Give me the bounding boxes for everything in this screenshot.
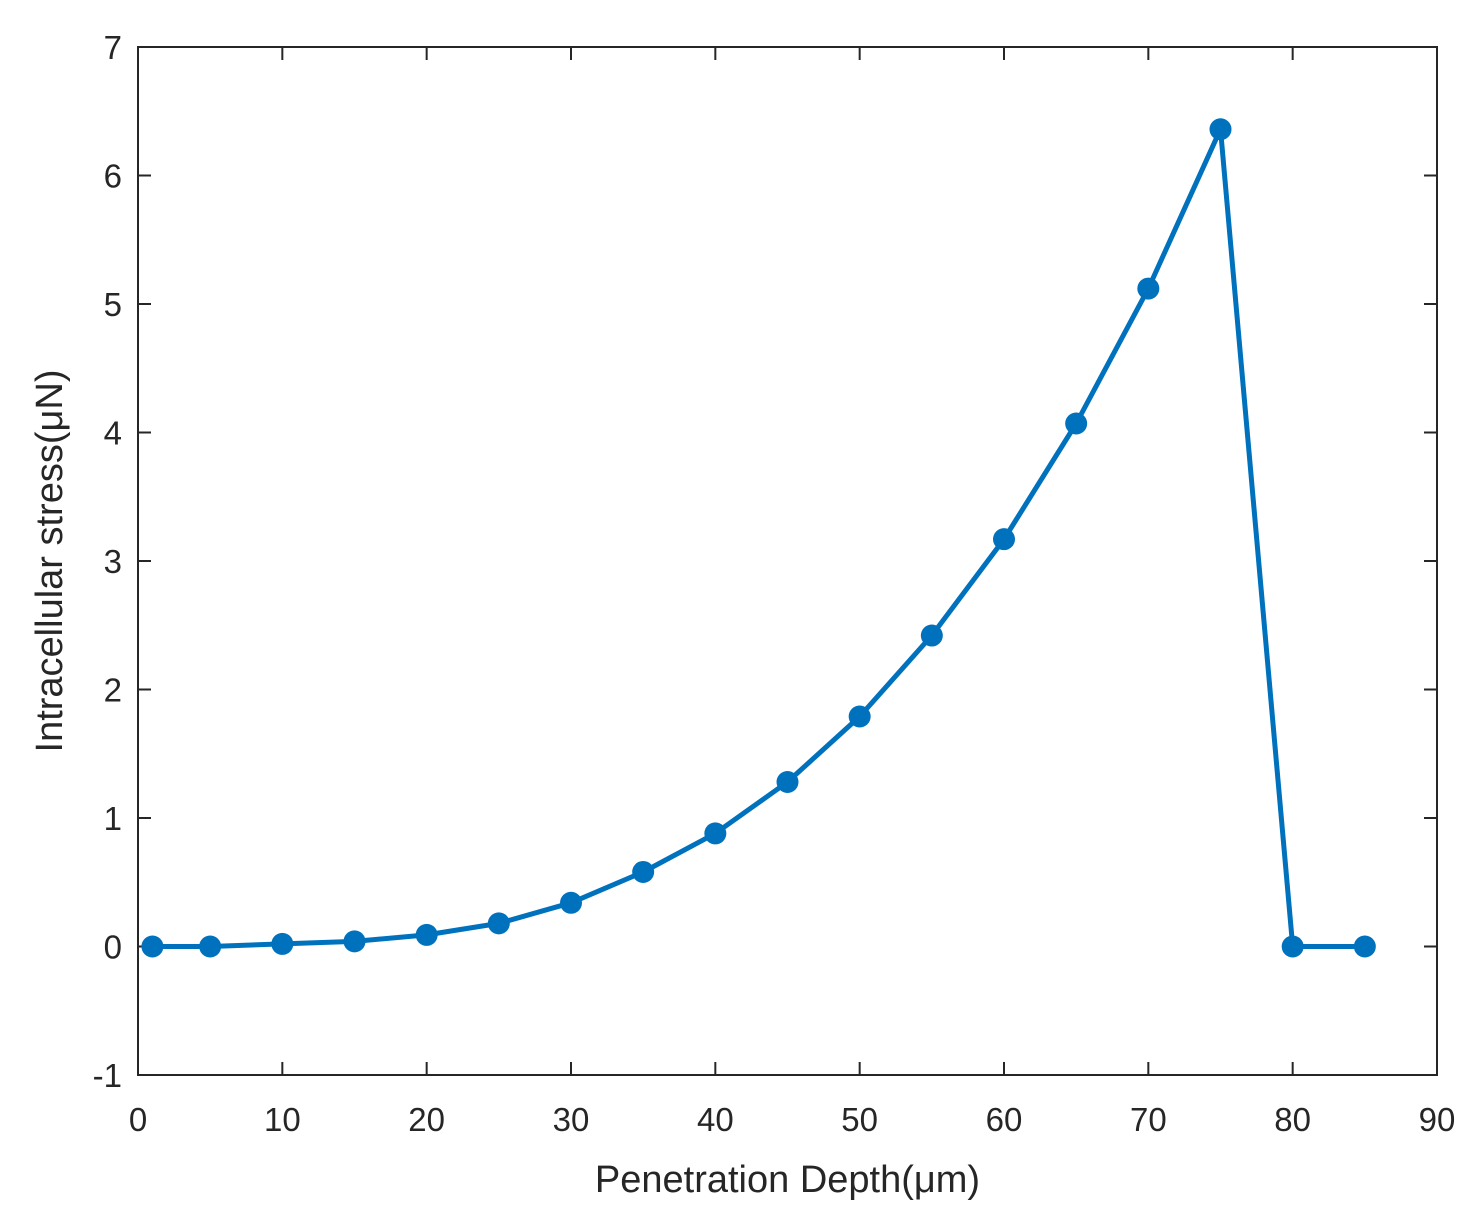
y-tick-label: 3: [104, 543, 122, 580]
y-tick-label: 6: [104, 158, 122, 195]
x-tick-label: 10: [264, 1101, 301, 1138]
series-layer: [141, 118, 1376, 958]
data-point: [704, 822, 727, 845]
data-point: [560, 891, 582, 914]
y-tick-label: 0: [104, 929, 122, 966]
y-tick-label: 2: [104, 672, 122, 709]
data-point: [343, 930, 366, 953]
x-tick-label: 40: [697, 1101, 734, 1138]
data-point: [487, 912, 510, 935]
data-point: [632, 860, 655, 883]
data-point: [1137, 277, 1160, 300]
x-tick-label: 80: [1274, 1101, 1311, 1138]
data-point: [1353, 935, 1376, 958]
data-point: [271, 932, 294, 955]
data-point: [1065, 412, 1088, 435]
x-tick-label: 30: [553, 1101, 590, 1138]
y-tick-label: 7: [104, 29, 122, 66]
x-tick-label: 60: [986, 1101, 1023, 1138]
y-tick-label: 4: [104, 415, 122, 452]
data-point: [1209, 118, 1232, 141]
data-point: [141, 935, 164, 958]
y-tick-label: 5: [104, 286, 122, 323]
data-point: [1281, 935, 1304, 958]
x-tick-label: 50: [841, 1101, 878, 1138]
y-tick-label: 1: [104, 800, 122, 837]
data-point: [199, 935, 222, 958]
x-tick-label: 0: [129, 1101, 147, 1138]
x-tick-label: 20: [408, 1101, 445, 1138]
x-tick-label: 90: [1419, 1101, 1456, 1138]
y-axis-title: Intracellular stress(μN): [29, 370, 71, 753]
series-line: [152, 126, 1365, 949]
data-point: [848, 705, 871, 728]
data-point: [776, 771, 799, 794]
data-point: [920, 624, 943, 647]
data-point: [415, 923, 438, 946]
x-axis-title: Penetration Depth(μm): [595, 1159, 980, 1201]
plot-area-frame: [137, 46, 1438, 1076]
data-point: [993, 528, 1015, 551]
y-tick-label: -1: [93, 1057, 122, 1094]
x-tick-label: 70: [1130, 1101, 1167, 1138]
